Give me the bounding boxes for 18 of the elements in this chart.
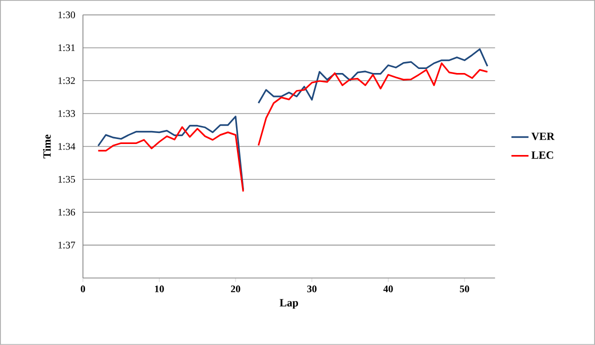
y-tick-label: 1:31 (58, 44, 75, 52)
y-axis-title: Time (43, 134, 51, 158)
x-tick-label: 30 (307, 286, 317, 292)
x-tick-label: 40 (383, 286, 393, 292)
y-tick-label: 1:37 (58, 242, 76, 249)
x-tick-label: 10 (155, 286, 164, 292)
y-tick-label: 1:36 (58, 208, 76, 216)
y-tick-label: 1:34 (58, 143, 76, 150)
x-tick-label: 0 (80, 286, 86, 292)
y-tick-label: 1:32 (58, 77, 75, 84)
y-tick-label: 1:30 (58, 12, 76, 18)
legend-label: LEC (531, 151, 554, 159)
y-tick-label: 1:33 (58, 110, 76, 117)
x-axis-title: Lap (280, 299, 298, 309)
legend-label: VER (531, 132, 555, 140)
x-tick-label: 50 (460, 286, 470, 292)
x-tick-label: 20 (230, 286, 240, 292)
y-tick-label: 1:35 (58, 176, 76, 183)
